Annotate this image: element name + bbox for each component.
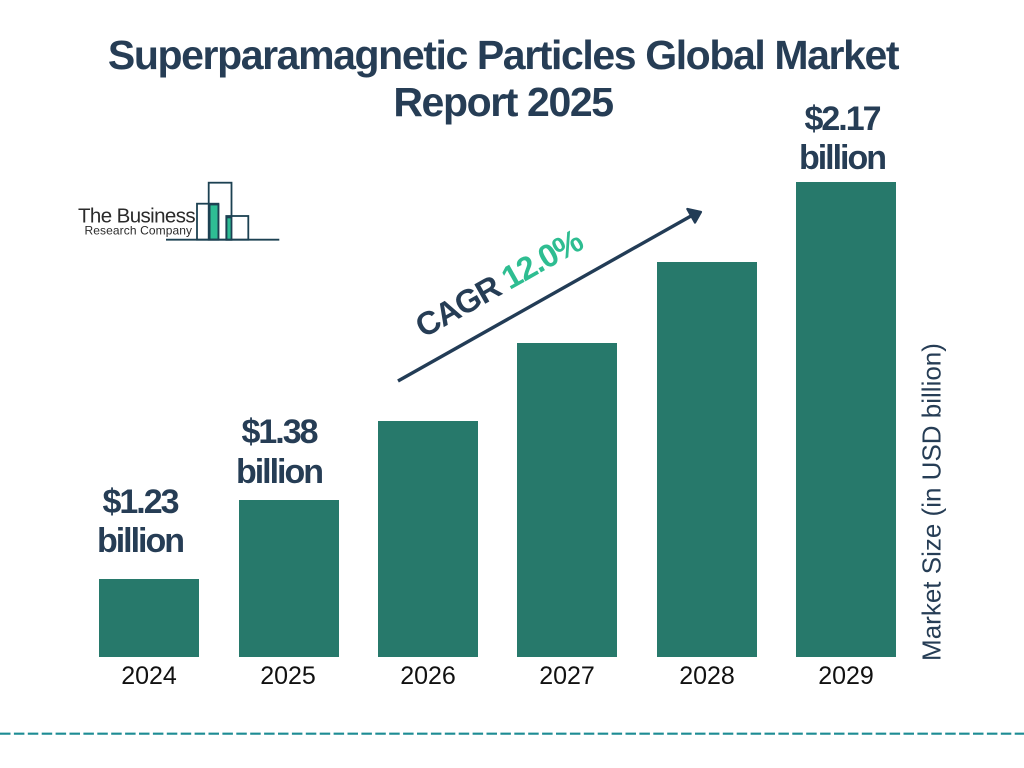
svg-text:The Business: The Business xyxy=(78,205,195,228)
svg-text:Research Company: Research Company xyxy=(85,224,193,238)
